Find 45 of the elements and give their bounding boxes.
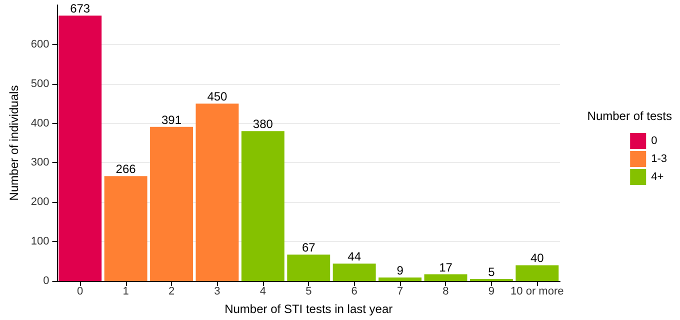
y-tick-label: 600	[30, 38, 50, 50]
bar	[196, 104, 239, 281]
x-tick-label: 7	[396, 286, 404, 298]
bar	[58, 16, 102, 281]
bar	[150, 126, 193, 281]
y-tick-label: 200	[30, 196, 50, 208]
x-tick-label: 8	[442, 286, 449, 298]
x-tick-label: 10 or more	[510, 286, 564, 298]
x-tick-label: 0	[77, 286, 84, 298]
data-label: 17	[439, 260, 453, 274]
x-tick-label: 2	[168, 286, 175, 298]
bar	[241, 131, 284, 281]
x-tick-label: 9	[488, 286, 495, 298]
x-tick-label: 4	[260, 286, 266, 298]
data-label: 67	[302, 240, 316, 255]
x-tick-label: 3	[214, 286, 220, 298]
x-axis-title: Number of STI tests in last year	[224, 302, 393, 316]
bar	[424, 274, 468, 281]
bar	[516, 265, 559, 281]
bar	[287, 254, 330, 281]
bar	[104, 176, 148, 281]
y-tick-label: 300	[30, 156, 50, 169]
y-tick-label: 500	[30, 78, 50, 90]
data-label: 391	[162, 112, 182, 127]
data-label: 673	[70, 2, 90, 16]
bar	[332, 264, 376, 281]
data-label: 5	[488, 265, 496, 280]
data-label: 44	[348, 250, 362, 264]
legend-label: 1-3	[651, 153, 668, 165]
bar	[378, 277, 422, 281]
legend-label: 0	[651, 135, 658, 147]
x-tick-label: 1	[122, 286, 129, 298]
y-tick-label: 400	[30, 117, 50, 130]
y-tick-label: 0	[43, 275, 50, 287]
data-label: 9	[396, 263, 404, 278]
y-axis-title: Number of individuals	[7, 85, 21, 201]
legend-title: Number of tests	[587, 109, 672, 123]
data-label: 266	[116, 162, 136, 176]
data-label: 380	[252, 117, 274, 132]
data-label: 450	[207, 90, 228, 104]
x-tick-label: 5	[306, 286, 312, 298]
legend-label: 4+	[651, 171, 664, 183]
data-label: 40	[530, 251, 544, 266]
x-tick-label: 6	[351, 286, 358, 298]
y-tick-label: 100	[30, 236, 50, 248]
